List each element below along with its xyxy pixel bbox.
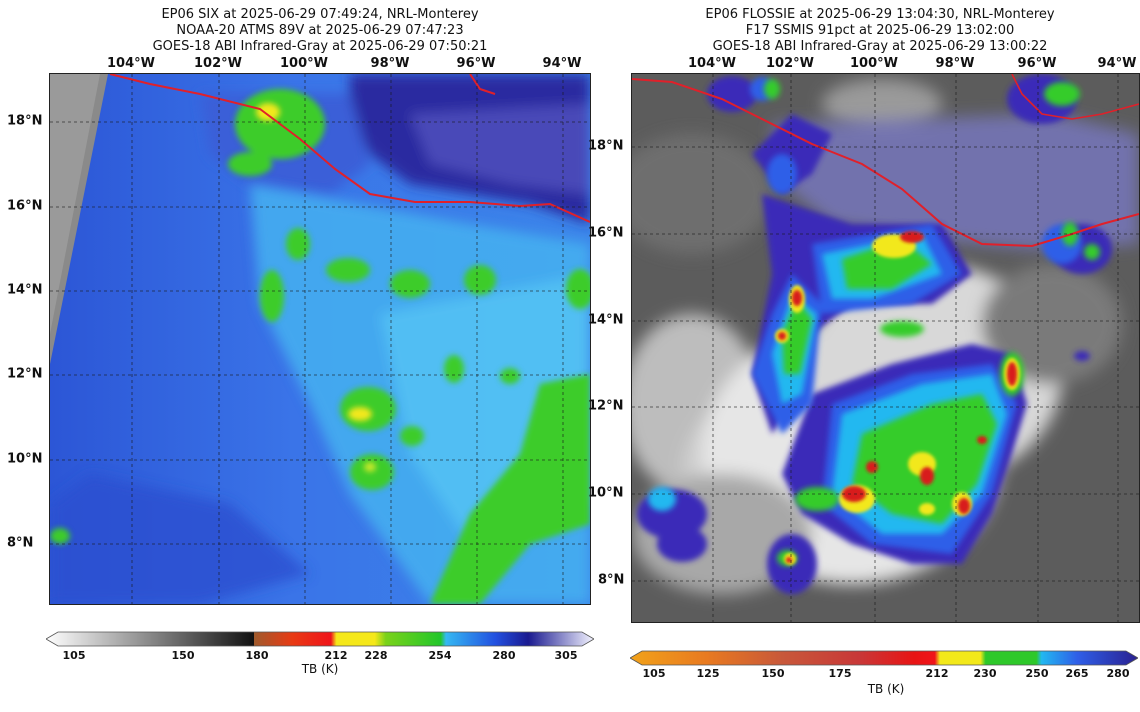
right-lat-label: 18°N [588, 138, 624, 154]
left-lat-label: 10°N [7, 451, 43, 467]
right-colorbar-tick: 265 [1065, 667, 1089, 680]
right-lat-label: 16°N [588, 225, 624, 241]
right-colorbar [630, 650, 1138, 666]
right-colorbar-tick: 280 [1106, 667, 1130, 680]
left-lon-label: 100°W [280, 56, 328, 71]
right-title-line-2: F17 SSMIS 91pct at 2025-06-29 13:02:00 [745, 23, 1015, 38]
right-colorbar-tick: 125 [696, 667, 720, 680]
right-satellite-image [631, 73, 1140, 623]
right-colorbar-tick: 105 [642, 667, 666, 680]
left-lat-label: 18°N [7, 113, 43, 129]
right-lon-label: 98°W [935, 56, 975, 71]
right-map-svg [632, 74, 1139, 622]
left-colorbar-tick: 150 [171, 649, 195, 662]
left-lon-label: 102°W [194, 56, 242, 71]
right-colorbar-title: TB (K) [867, 682, 905, 696]
left-lon-label: 104°W [107, 56, 155, 71]
right-title: EP06 FLOSSIE at 2025-06-29 13:04:30, NRL… [620, 7, 1140, 55]
left-colorbar-title: TB (K) [301, 662, 339, 676]
right-lon-label: 100°W [850, 56, 898, 71]
left-title: EP06 SIX at 2025-06-29 07:49:24, NRL-Mon… [50, 7, 590, 55]
left-colorbar [46, 631, 594, 647]
left-lat-label: 16°N [7, 198, 43, 214]
right-colorbar-tick: 230 [973, 667, 997, 680]
left-lat-label: 12°N [7, 366, 43, 382]
right-lon-label: 94°W [1097, 56, 1137, 71]
left-title-line-1: EP06 SIX at 2025-06-29 07:49:24, NRL-Mon… [161, 7, 479, 22]
right-lon-label: 102°W [766, 56, 814, 71]
left-lat-label: 8°N [7, 535, 34, 551]
left-colorbar-tick: 212 [324, 649, 348, 662]
left-colorbar-tick: 280 [492, 649, 516, 662]
left-title-line-3: GOES-18 ABI Infrared-Gray at 2025-06-29 … [152, 39, 488, 54]
right-lon-label: 104°W [688, 56, 736, 71]
left-title-line-2: NOAA-20 ATMS 89V at 2025-06-29 07:47:23 [176, 23, 464, 38]
right-colorbar-tick: 250 [1025, 667, 1049, 680]
left-lat-label: 14°N [7, 282, 43, 298]
right-title-line-3: GOES-18 ABI Infrared-Gray at 2025-06-29 … [712, 39, 1048, 54]
right-colorbar-tick: 175 [828, 667, 852, 680]
left-colorbar-tick: 305 [554, 649, 578, 662]
right-colorbar-tick: 212 [925, 667, 949, 680]
left-satellite-image [49, 73, 591, 605]
left-colorbar-tick: 105 [62, 649, 86, 662]
left-lon-label: 98°W [370, 56, 410, 71]
right-lat-label: 14°N [588, 312, 624, 328]
right-title-line-1: EP06 FLOSSIE at 2025-06-29 13:04:30, NRL… [705, 7, 1055, 22]
left-lon-label: 96°W [456, 56, 496, 71]
right-lon-label: 96°W [1017, 56, 1057, 71]
left-colorbar-tick: 228 [364, 649, 388, 662]
right-lat-label: 12°N [588, 398, 624, 414]
right-colorbar-tick: 150 [761, 667, 785, 680]
right-lat-label: 10°N [588, 485, 624, 501]
left-map-svg [50, 74, 590, 604]
left-lon-label: 94°W [542, 56, 582, 71]
left-colorbar-tick: 180 [245, 649, 269, 662]
right-lat-label: 8°N [598, 572, 625, 588]
left-colorbar-tick: 254 [428, 649, 452, 662]
